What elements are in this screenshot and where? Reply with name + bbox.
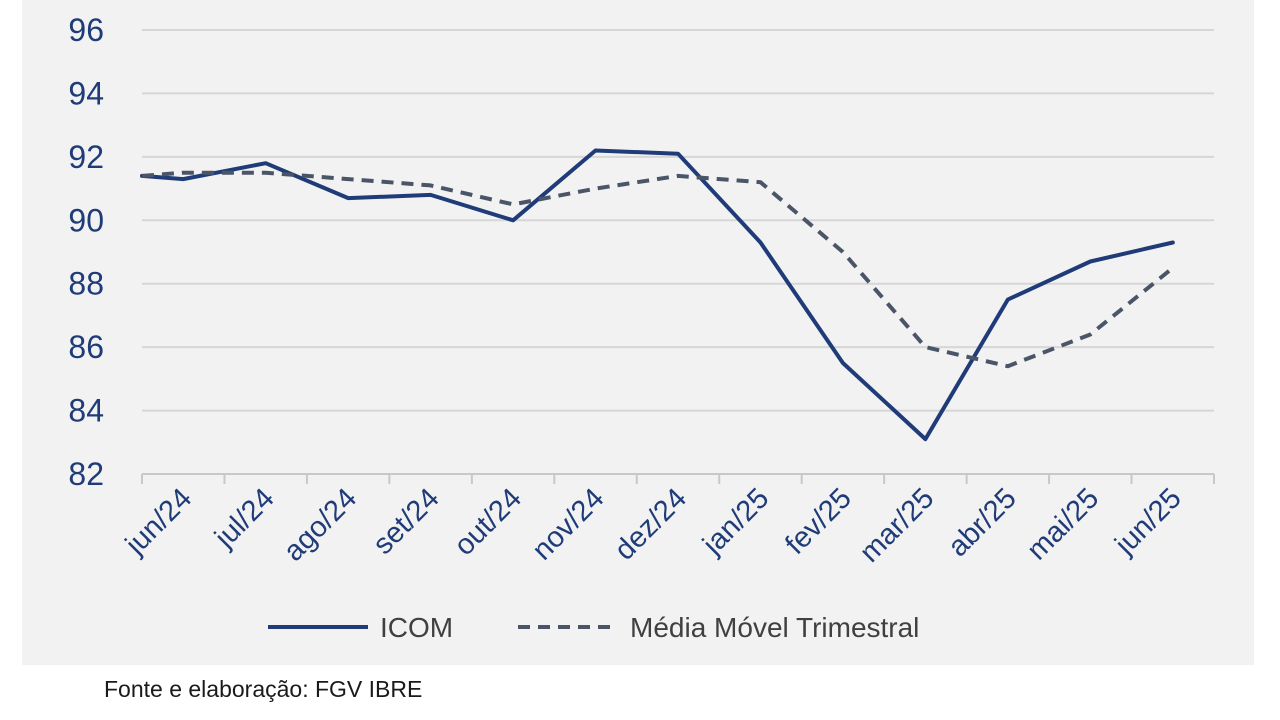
legend-label-moving-average: Média Móvel Trimestral — [630, 612, 919, 643]
x-tick-label: dez/24 — [609, 482, 693, 566]
y-tick-label: 92 — [68, 139, 104, 175]
x-tick-label: out/24 — [448, 482, 528, 562]
y-tick-label: 90 — [68, 202, 104, 238]
x-tick-label: mar/25 — [854, 482, 940, 568]
moving-average-series-line — [141, 170, 1175, 369]
y-tick-label: 82 — [68, 456, 104, 492]
y-tick-label: 84 — [68, 393, 104, 429]
x-tick-label: jun/25 — [1109, 482, 1188, 561]
legend-label-icom: ICOM — [380, 612, 453, 643]
x-tick-label: mai/25 — [1021, 482, 1105, 566]
x-tick-label: nov/24 — [526, 482, 610, 566]
x-tick-label: ago/24 — [278, 482, 363, 567]
y-tick-label: 86 — [68, 329, 104, 365]
y-tick-label: 96 — [68, 12, 104, 48]
x-tick-label: abr/25 — [942, 482, 1023, 563]
source-note: Fonte e elaboração: FGV IBRE — [104, 676, 423, 702]
x-tick-label: set/24 — [367, 482, 445, 560]
y-tick-label: 88 — [68, 266, 104, 302]
chart-panel: 82 84 86 88 90 92 94 96 jun/24 jul/24 ago/24 set/24… — [22, 0, 1254, 665]
icom-series-line — [140, 148, 1175, 442]
y-tick-label: 94 — [68, 75, 104, 111]
x-tick-label: jan/25 — [696, 482, 775, 561]
x-tick-label: jun/24 — [119, 482, 198, 561]
x-tick-label: fev/25 — [779, 482, 857, 560]
x-tick-label: jul/24 — [208, 482, 280, 554]
